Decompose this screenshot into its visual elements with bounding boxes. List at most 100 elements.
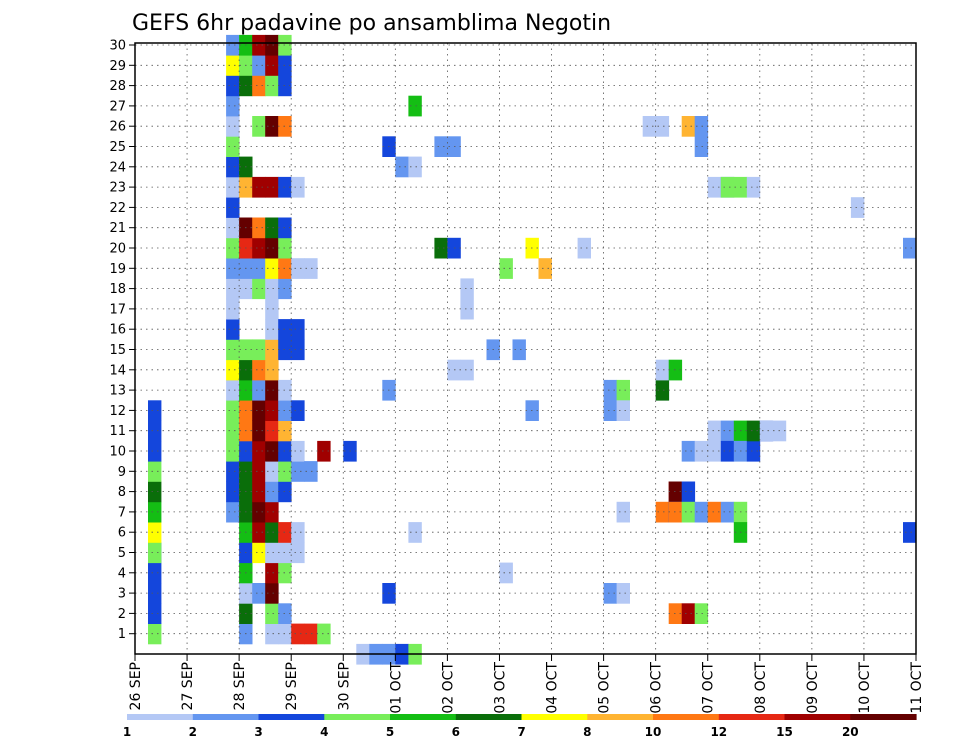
heatmap-cell [226,116,240,137]
heatmap-cell [252,583,266,604]
heatmap-cell [226,440,240,462]
heatmap-cell [148,501,162,523]
heatmap-cell [746,420,761,442]
y-tick-label: 12 [109,404,126,419]
heatmap-cell [265,75,279,97]
legend-swatch [718,714,786,720]
legend-swatch [258,714,325,720]
heatmap-cell [681,481,696,503]
heatmap-cell [265,461,279,482]
heatmap-cell [291,176,305,198]
heatmap-cell [226,481,240,503]
heatmap-cell [226,501,240,523]
heatmap-cell [265,583,279,604]
heatmap-cell [265,562,279,584]
heatmap-cell [252,522,266,543]
heatmap-cells [148,34,917,665]
heatmap-cell [434,136,448,157]
legend-swatch [521,714,588,720]
heatmap-cell [252,481,266,503]
heatmap-cell [252,217,266,239]
x-tick-label: 05 OCT [597,662,613,714]
heatmap-cell [252,75,266,97]
y-tick-label: 15 [109,343,126,358]
heatmap-cell [291,522,305,543]
heatmap-cell [226,34,240,56]
heatmap-cell [252,420,266,442]
heatmap-cell [304,461,318,482]
legend-level-label: 6 [452,725,460,739]
heatmap-cell [265,501,279,523]
heatmap-cell [265,55,279,76]
heatmap-cell [434,237,448,259]
heatmap-cell [291,258,305,279]
heatmap-cell [720,501,735,523]
heatmap-cell [681,603,696,624]
x-tick-label: 09 OCT [805,662,821,714]
legend-level-label: 10 [645,725,662,739]
heatmap-cell [317,440,331,462]
y-tick-label: 28 [109,79,126,94]
legend-swatch [455,714,523,720]
heatmap-cell [538,258,552,279]
y-tick-label: 19 [109,262,126,277]
heatmap-cell [291,339,305,361]
heatmap-cell [252,176,266,198]
legend-swatch [850,714,917,720]
x-axis-ticks: 26 SEP 27 SEP 28 SEP 29 SEP 30 SEP 01 OCT 02 O… [128,654,925,714]
heatmap-cell [291,440,305,462]
y-tick-label: 16 [109,323,126,338]
heatmap-cell [148,420,162,442]
heatmap-cell [252,339,266,361]
legend-swatch [784,714,851,720]
heatmap-cell [265,440,279,462]
heatmap-cell [720,440,735,462]
heatmap-cell [252,116,266,137]
heatmap-cell [694,603,709,624]
heatmap-cell [616,400,630,421]
x-tick-label: 08 OCT [753,662,769,714]
y-tick-label: 10 [109,445,126,460]
heatmap-cell [265,116,279,137]
x-tick-label: 06 OCT [649,662,665,714]
heatmap-cell [265,481,279,503]
heatmap-cell [616,379,630,401]
heatmap-cell [655,359,670,381]
color-legend: 1 2 3 4 5 6 7 8 10 12 15 20 [123,714,917,739]
heatmap-cell [226,75,240,97]
x-tick-label: 27 SEP [180,662,196,710]
heatmap-cell [304,258,318,279]
heatmap-cell [148,603,162,624]
heatmap-cell [616,583,630,604]
heatmap-cell [252,34,266,56]
heatmap-cell [252,542,266,564]
legend-swatch [587,714,654,720]
heatmap-cell [603,583,617,604]
legend-level-label: 2 [189,725,197,739]
legend-level-label: 15 [776,725,793,739]
heatmap-cell [707,440,722,462]
heatmap-cell [226,55,240,76]
legend-swatch [324,714,391,720]
x-tick-label: 04 OCT [545,662,561,714]
heatmap-cell [252,440,266,462]
heatmap-cell [148,481,162,503]
heatmap-cell [252,359,266,381]
heatmap-cell [707,420,722,442]
heatmap-cell [252,501,266,523]
legend-swatch [390,714,457,720]
heatmap-cell [707,176,722,198]
heatmap-cell [408,95,422,117]
legend-level-label: 4 [320,725,328,739]
heatmap-cell [395,156,409,178]
heatmap-cell [694,501,709,523]
heatmap-cell [226,420,240,442]
x-tick-label: 01 OCT [388,662,404,714]
heatmap-cell [226,319,240,340]
y-tick-label: 27 [109,99,126,114]
heatmap-cell [265,400,279,421]
heatmap-cell [291,623,305,645]
heatmap-cell [148,400,162,421]
heatmap-cell [746,176,761,198]
heatmap-cell [226,217,240,239]
